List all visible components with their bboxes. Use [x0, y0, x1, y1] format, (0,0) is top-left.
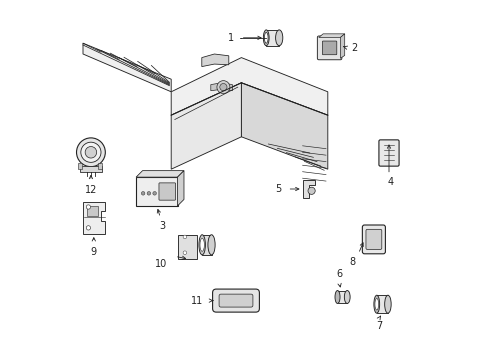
Polygon shape — [177, 171, 184, 206]
Text: 7: 7 — [376, 321, 382, 331]
Polygon shape — [171, 58, 328, 115]
Bar — [136, 177, 177, 206]
Polygon shape — [80, 166, 102, 172]
Polygon shape — [83, 202, 105, 234]
FancyBboxPatch shape — [363, 225, 386, 254]
Circle shape — [86, 226, 91, 230]
Text: 8: 8 — [350, 257, 356, 267]
Circle shape — [85, 147, 97, 158]
Polygon shape — [242, 83, 328, 169]
Ellipse shape — [344, 291, 350, 303]
Polygon shape — [171, 83, 242, 169]
Polygon shape — [341, 34, 345, 58]
Polygon shape — [303, 180, 315, 198]
Circle shape — [153, 192, 156, 195]
Ellipse shape — [199, 235, 205, 255]
Text: 1: 1 — [228, 33, 234, 43]
Ellipse shape — [375, 298, 379, 310]
Text: 12: 12 — [85, 185, 97, 195]
Circle shape — [220, 84, 227, 91]
Text: 9: 9 — [91, 247, 97, 257]
Polygon shape — [202, 54, 229, 67]
Polygon shape — [266, 30, 279, 46]
Circle shape — [217, 81, 230, 94]
Polygon shape — [83, 43, 171, 92]
Text: 4: 4 — [388, 177, 394, 187]
Text: 10: 10 — [155, 259, 168, 269]
Ellipse shape — [275, 30, 283, 46]
Circle shape — [147, 192, 151, 195]
Circle shape — [183, 235, 187, 239]
Circle shape — [86, 205, 91, 209]
Polygon shape — [338, 291, 347, 303]
FancyBboxPatch shape — [322, 41, 337, 55]
Text: 6: 6 — [336, 269, 343, 279]
Ellipse shape — [385, 295, 391, 313]
Circle shape — [308, 187, 315, 194]
Ellipse shape — [374, 295, 380, 313]
Polygon shape — [319, 34, 345, 37]
FancyBboxPatch shape — [379, 140, 399, 166]
FancyBboxPatch shape — [366, 229, 382, 249]
Circle shape — [76, 138, 105, 167]
FancyBboxPatch shape — [219, 294, 253, 307]
Bar — [78, 163, 82, 169]
Circle shape — [141, 192, 145, 195]
Ellipse shape — [208, 235, 215, 255]
Polygon shape — [136, 171, 184, 177]
Ellipse shape — [335, 291, 340, 303]
Text: 2: 2 — [351, 42, 357, 53]
Circle shape — [81, 142, 101, 162]
Polygon shape — [202, 235, 212, 255]
Bar — [178, 235, 197, 259]
Polygon shape — [377, 295, 388, 313]
Text: 3: 3 — [159, 221, 165, 231]
Text: 5: 5 — [275, 184, 281, 194]
Ellipse shape — [200, 238, 204, 251]
FancyBboxPatch shape — [213, 289, 259, 312]
Ellipse shape — [265, 32, 268, 43]
FancyBboxPatch shape — [159, 183, 175, 200]
Text: 11: 11 — [192, 296, 204, 306]
Bar — [98, 163, 102, 169]
FancyBboxPatch shape — [318, 36, 342, 60]
Polygon shape — [87, 206, 98, 216]
Ellipse shape — [263, 30, 269, 46]
Circle shape — [183, 251, 187, 255]
Polygon shape — [211, 83, 232, 91]
